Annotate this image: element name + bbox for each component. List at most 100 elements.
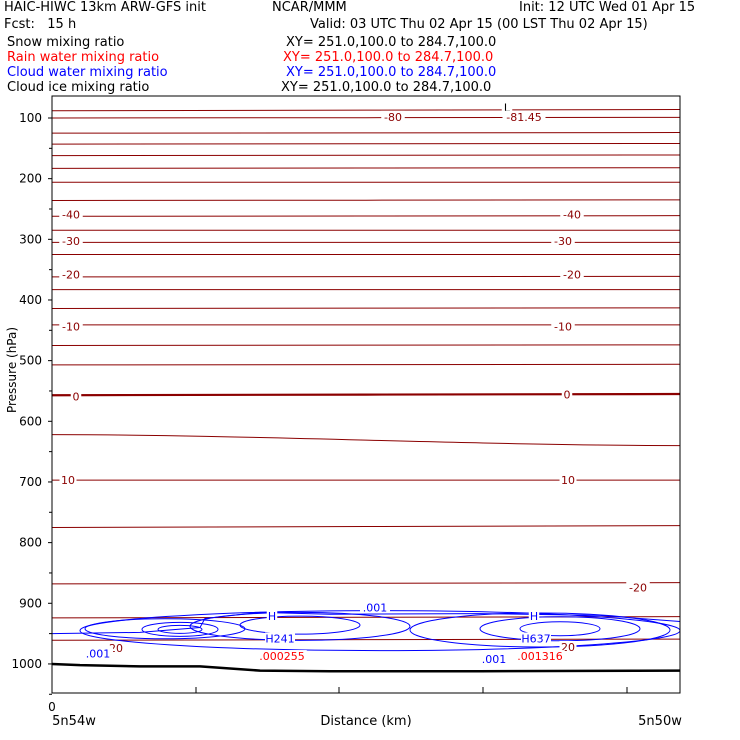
temperature-contours: [51, 109, 681, 641]
y-tick-label: 600: [19, 414, 42, 428]
contour-label: 0: [564, 389, 571, 402]
contour-label-mask: [59, 208, 83, 220]
y-tick-label: 700: [19, 475, 42, 489]
temperature-contour: [51, 199, 681, 201]
contour-label: -30: [554, 235, 572, 248]
temperature-contour: [51, 132, 681, 134]
temperature-contour: [51, 215, 681, 217]
y-tick-label: 400: [19, 293, 42, 307]
contour-label: -20: [62, 269, 80, 282]
contour-label: -40: [563, 208, 581, 221]
contour-label: -30: [62, 235, 80, 248]
contour-label: -20: [563, 269, 581, 282]
cloud-water-contour: [239, 615, 361, 635]
field-cloudice-name: Cloud ice mixing ratio: [7, 80, 150, 95]
y-tick-label: 800: [19, 536, 42, 550]
contour-label-mask: [551, 235, 575, 247]
contour-label: .001316: [517, 650, 563, 663]
contour-label-mask: [59, 474, 77, 486]
plot-frame: [51, 95, 681, 694]
field-cloudice-xy: XY= 251.0,100.0 to 284.7,100.0: [281, 80, 492, 95]
contour-label-mask: [59, 268, 83, 280]
contour-label: -10: [62, 321, 80, 334]
contour-label: H637: [521, 632, 550, 645]
contour-label-mask: [501, 101, 513, 113]
contour-label-mask: [560, 268, 584, 280]
contour-label-mask: [381, 110, 405, 122]
y-axis-title: Pressure (hPa): [5, 327, 19, 413]
contour-label-mask: [265, 632, 295, 644]
temperature-contour: [51, 167, 681, 169]
contour-label: -20: [629, 582, 647, 595]
temperature-contour: [51, 434, 681, 447]
contour-label-mask: [360, 601, 390, 613]
terrain-line: [51, 662, 681, 673]
contour-label-mask: [266, 610, 278, 622]
contour-label: 10: [61, 474, 75, 487]
temperature-contour: [51, 116, 681, 119]
temperature-contour: [51, 638, 681, 641]
cloud-water-contour: [479, 616, 641, 642]
y-tick-label: 200: [19, 172, 42, 186]
contour-label: H: [268, 610, 276, 623]
forecast-hour: Fcst: 15 h: [4, 17, 77, 32]
y-tick-label: 100: [19, 111, 42, 125]
contour-label-mask: [561, 388, 573, 400]
contour-label: .001: [86, 648, 111, 661]
y-tick-label: 1000: [11, 657, 42, 671]
temperature-contour: [51, 109, 681, 112]
contour-label-mask: [551, 320, 575, 332]
field-snow-name: Snow mixing ratio: [7, 35, 125, 50]
contour-label: -40: [62, 208, 80, 221]
contour-label: -10: [554, 321, 572, 334]
field-rain-name: Rain water mixing ratio: [7, 50, 160, 65]
contour-label-mask: [528, 610, 540, 622]
temperature-contour: [51, 275, 681, 278]
y-tick-label: 300: [19, 232, 42, 246]
temperature-contour: [51, 392, 681, 397]
contour-label: .000255: [259, 650, 305, 663]
contour-label-mask: [83, 647, 113, 659]
y-tick-label: 500: [19, 354, 42, 368]
cloud-water-contour: [189, 611, 411, 641]
contour-label-mask: [257, 650, 307, 662]
contour-label-mask: [70, 390, 82, 402]
contour-label-mask: [515, 650, 565, 662]
contour-label: H: [530, 610, 538, 623]
contour-label: 0: [73, 390, 80, 403]
contour-label: L: [504, 102, 511, 115]
contour-label-mask: [521, 632, 551, 644]
contour-label-mask: [107, 642, 125, 654]
contour-label-mask: [59, 235, 83, 247]
cloud-water-contour: [141, 621, 219, 637]
temperature-contour: [51, 307, 681, 309]
contour-label: .001: [363, 602, 388, 615]
contour-label-mask: [502, 110, 546, 122]
contour-label: 10: [561, 474, 575, 487]
contour-label: .001: [482, 653, 507, 666]
y-axis: 100 200 300 400 500 600 700 800 900 1000: [11, 111, 52, 695]
contour-label-mask: [59, 320, 83, 332]
contour-label-mask: [626, 581, 650, 593]
cloud-water-contour: [157, 624, 203, 634]
org-label: NCAR/MMM: [272, 0, 347, 15]
x-axis-title: Distance (km): [320, 714, 411, 729]
init-time: Init: 12 UTC Wed 01 Apr 15: [519, 0, 696, 15]
contour-label-mask: [560, 208, 584, 220]
temperature-contour: [51, 582, 681, 585]
contour-label-mask: [559, 640, 577, 652]
valid-time: Valid: 03 UTC Thu 02 Apr 15 (00 LST Thu …: [310, 17, 648, 32]
cloud-water-contour: [409, 612, 671, 648]
field-snow-xy: XY= 251.0,100.0 to 284.7,100.0: [286, 35, 497, 50]
field-cloudwater-xy: XY= 251.0,100.0 to 284.7,100.0: [286, 65, 497, 80]
x-axis: [51, 687, 628, 693]
field-rain-xy: XY= 251.0,100.0 to 284.7,100.0: [283, 50, 494, 65]
y-tick-label: 900: [19, 596, 42, 610]
terrain-contour: [51, 662, 681, 673]
contour-label-mask: [479, 653, 509, 665]
temperature-contour: [51, 525, 681, 528]
cloud-water-contour: [51, 611, 681, 635]
contour-label: -81.45: [506, 111, 541, 124]
